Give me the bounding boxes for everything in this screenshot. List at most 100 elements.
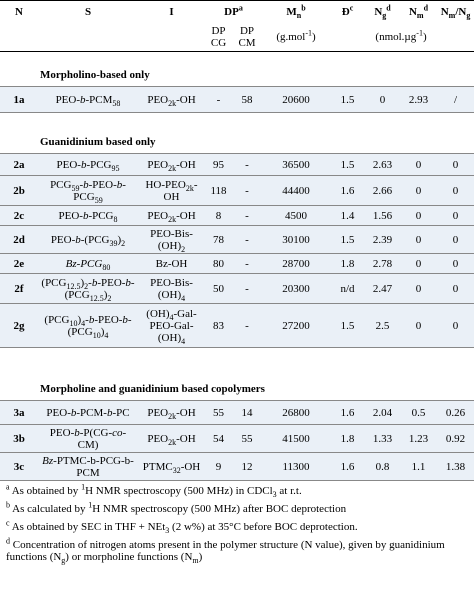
text-segment: g <box>61 556 66 566</box>
cell: 1.5 <box>330 153 366 176</box>
cell: 20600 <box>262 86 331 113</box>
text-segment: 2 <box>121 238 126 248</box>
cell: 0.8 <box>365 452 401 481</box>
cell: 1.4 <box>330 205 366 226</box>
cell: 0 <box>437 273 474 304</box>
cell: 1.8 <box>330 253 366 274</box>
text-segment: 59 <box>94 195 103 205</box>
section-row: Morpholino-based only <box>0 64 474 87</box>
text-segment: 4 <box>104 330 109 340</box>
text-segment: -(PCG <box>80 233 110 246</box>
text-segment: b <box>74 426 80 439</box>
cell: 1.6 <box>330 175 366 206</box>
text-segment: 10 <box>69 318 78 328</box>
subheader-cell: DP CM <box>232 23 263 52</box>
text-segment: ) <box>77 313 82 326</box>
text-segment: N <box>408 6 417 18</box>
text-segment: b <box>80 93 86 106</box>
cell: 0 <box>400 273 438 304</box>
data-row: 2b PCG59-b-PEO-b-PCG59 HO-PEO2k-OH 118-4440… <box>0 175 474 206</box>
text-segment: co <box>112 426 123 439</box>
text-segment: PTMC <box>142 460 173 473</box>
cell: 0 <box>400 225 438 254</box>
text-segment: -1 <box>416 28 423 38</box>
cell: PCG59-b-PEO-b-PCG59 <box>38 175 138 206</box>
cell: 2c <box>0 205 38 226</box>
cell: 1.5 <box>330 303 366 348</box>
text-segment: -P(CG- <box>79 426 113 439</box>
cell: - <box>232 205 263 226</box>
footnotes: a As obtained by 1H NMR spectroscopy (50… <box>0 481 474 566</box>
cell: PEO2k-OH <box>138 153 205 176</box>
header-cell: DPa <box>205 0 263 23</box>
text-segment: N <box>374 6 383 18</box>
text-segment: (PCG <box>41 276 67 289</box>
text-segment: 2k <box>185 183 194 193</box>
cell: PEO-b-P(CG-co-CM) <box>38 424 138 453</box>
cell: 2.47 <box>365 273 401 304</box>
text-segment: -OH <box>176 432 196 445</box>
text-segment: (OH) <box>146 307 170 320</box>
subheader-cell: (g.mol-1) <box>262 23 331 52</box>
text-segment: -PC <box>112 406 130 419</box>
cell: - <box>232 273 263 304</box>
cell: 0 <box>400 253 438 274</box>
header-cell: Nm/Ng <box>437 0 474 23</box>
data-table: N S I DPa Mnb Đc Ngd Nmd Nm/Ng DP CG DP CM (g.mol-1… <box>0 0 474 481</box>
text-segment: 2 <box>107 293 112 303</box>
text-segment: H NMR spectroscopy (500 MHz) after BOC d… <box>92 503 347 515</box>
text-segment: -OH <box>176 158 196 171</box>
data-row: 3c Bz-PTMC-b-PCG-b-PCM PTMC32-OH 9 12 11300 1.… <box>0 452 474 481</box>
cell: 1.1 <box>400 452 438 481</box>
spacer-row <box>0 113 474 132</box>
data-row: 3b PEO-b-P(CG-co-CM) PEO2k-OH 54 55 41500 1.8 1… <box>0 424 474 453</box>
text-segment: -OH <box>176 406 196 419</box>
cell: 54 <box>205 424 232 453</box>
cell: PTMC32-OH <box>138 452 205 481</box>
empty-cell <box>437 23 474 52</box>
cell: 3b <box>0 424 38 453</box>
text-segment: 3 <box>272 490 277 500</box>
text-segment: (nmol.µg <box>375 31 417 43</box>
footnote: d Concentration of nitrogen atoms presen… <box>6 537 468 566</box>
text-segment: N <box>15 6 23 18</box>
cell: 0 <box>400 153 438 176</box>
cell: 0.26 <box>437 400 474 425</box>
cell: PEO2k-OH <box>138 205 205 226</box>
text-segment: /N <box>455 6 467 18</box>
cell: 0 <box>400 205 438 226</box>
text-segment: b <box>301 3 306 13</box>
text-segment: 80 <box>102 262 111 272</box>
cell: PEO-b-PCG8 <box>38 205 138 226</box>
data-row: 2c PEO-b-PCG8 PEO2k-OH 8-4500 1.4 1.56 0 0 <box>0 205 474 226</box>
text-segment: - <box>79 178 84 191</box>
text-segment: b <box>70 406 77 419</box>
cell: 2.5 <box>365 303 401 348</box>
cell: 55 <box>205 400 232 425</box>
text-segment: ) <box>422 31 427 43</box>
text-segment: -PEO- <box>88 178 117 191</box>
text-segment: Bz-PCG <box>65 257 103 270</box>
cell: 0 <box>437 225 474 254</box>
cell: 78 <box>205 225 232 254</box>
cell: 11300 <box>262 452 331 481</box>
header-cell: Đc <box>330 0 366 23</box>
text-segment: H NMR spectroscopy (500 MHz) in CDCl <box>85 485 273 497</box>
cell: 28700 <box>262 253 331 274</box>
cell: 20300 <box>262 273 331 304</box>
cell: 0 <box>437 205 474 226</box>
header-cell: Nmd <box>400 0 438 23</box>
cell: 2.93 <box>400 86 438 113</box>
text-segment: N <box>440 6 449 18</box>
data-row: 2e Bz-PCG80 Bz-OH 80-28700 1.8 2.78 0 0 <box>0 253 474 274</box>
text-segment: b <box>6 500 10 510</box>
cell: 44400 <box>262 175 331 206</box>
cell: 0 <box>400 303 438 348</box>
text-segment: b <box>88 313 95 326</box>
text-segment: 3 <box>165 526 170 536</box>
text-segment: Concentration of nitrogen atoms present … <box>6 539 445 563</box>
spacer-cell <box>0 348 474 379</box>
text-segment: 12.5 <box>66 281 81 291</box>
data-row: 1a PEO-b-PCM58 PEO2k-OH -58 20600 1.5 0 2.93/ <box>0 86 474 113</box>
text-segment: As obtained by SEC in THF + NEt <box>9 521 166 533</box>
